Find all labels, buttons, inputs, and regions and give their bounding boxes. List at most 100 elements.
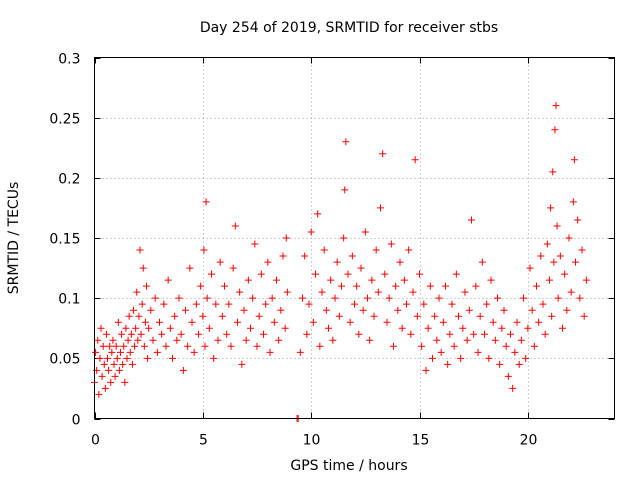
data-point — [580, 312, 588, 320]
data-point — [398, 324, 406, 332]
data-point — [320, 246, 328, 254]
data-point — [553, 222, 561, 230]
data-point — [530, 342, 538, 350]
data-point — [175, 294, 183, 302]
data-point — [431, 312, 439, 320]
data-point — [452, 270, 460, 278]
data-point — [94, 336, 102, 344]
data-point — [299, 294, 306, 302]
data-point — [396, 258, 404, 266]
data-point — [416, 270, 423, 278]
data-point — [569, 198, 577, 206]
data-point — [390, 342, 397, 350]
data-point — [533, 282, 540, 290]
data-point — [275, 336, 283, 344]
data-point — [481, 330, 488, 338]
data-point — [570, 156, 578, 164]
data-point — [348, 252, 356, 260]
data-point — [550, 258, 558, 266]
data-point — [190, 348, 198, 356]
data-point — [457, 354, 465, 362]
data-point — [210, 354, 218, 362]
data-point — [357, 264, 365, 272]
data-point — [244, 276, 252, 284]
data-point — [572, 258, 579, 266]
data-point — [435, 294, 443, 302]
data-point — [197, 282, 205, 290]
data-point — [234, 318, 241, 326]
data-point — [138, 300, 146, 308]
data-point — [379, 150, 387, 158]
data-point — [121, 378, 129, 386]
data-point — [160, 300, 168, 308]
data-point — [559, 324, 566, 332]
y-tick-label: 0.25 — [49, 112, 80, 128]
data-point — [444, 360, 452, 368]
data-point — [145, 324, 153, 332]
data-point — [485, 354, 493, 362]
data-point — [448, 300, 456, 308]
data-point — [361, 228, 369, 236]
data-point — [214, 336, 222, 344]
x-tick-label: 5 — [199, 433, 208, 449]
data-point — [257, 270, 265, 278]
data-point — [247, 324, 254, 332]
data-point — [281, 324, 289, 332]
y-tick-label: 0.2 — [58, 172, 80, 188]
data-point — [541, 330, 549, 338]
data-point — [470, 330, 478, 338]
data-point — [327, 276, 335, 284]
data-point — [132, 324, 140, 332]
data-point — [578, 246, 586, 254]
data-point — [144, 354, 152, 362]
data-point — [127, 330, 135, 338]
data-point — [413, 312, 421, 320]
data-point — [381, 270, 389, 278]
data-point — [101, 384, 109, 392]
data-point — [98, 372, 106, 380]
data-point — [344, 270, 352, 278]
data-point — [179, 366, 187, 374]
data-point — [459, 324, 467, 332]
data-point — [418, 342, 426, 350]
data-point — [140, 342, 148, 350]
data-point — [359, 306, 367, 314]
data-point — [491, 336, 499, 344]
data-point — [166, 324, 174, 332]
data-point — [437, 348, 445, 356]
data-point — [96, 354, 104, 362]
data-point — [114, 318, 122, 326]
data-point — [342, 138, 350, 146]
data-point — [128, 360, 136, 368]
data-point — [229, 264, 237, 272]
data-point — [407, 330, 415, 338]
data-point — [556, 252, 564, 260]
data-point — [260, 330, 267, 338]
data-point — [420, 300, 428, 308]
data-point — [500, 306, 508, 314]
data-point — [455, 312, 462, 320]
data-point — [225, 300, 233, 308]
y-tick-label: 0.1 — [58, 292, 80, 308]
data-point — [526, 264, 534, 272]
data-point — [270, 318, 278, 326]
data-point — [383, 318, 391, 326]
data-point — [273, 276, 280, 284]
data-point — [108, 348, 116, 356]
data-point — [109, 336, 117, 344]
data-point — [266, 348, 274, 356]
data-point — [468, 216, 475, 224]
data-point — [151, 294, 159, 302]
data-point — [236, 288, 244, 296]
data-point — [184, 342, 192, 350]
x-axis-label: GPS time / hours — [290, 458, 407, 474]
data-point — [201, 342, 209, 350]
data-point — [100, 360, 108, 368]
data-point — [262, 300, 270, 308]
data-point — [524, 324, 532, 332]
data-point — [322, 306, 330, 314]
data-point — [543, 240, 551, 248]
data-point — [135, 312, 143, 320]
data-point — [341, 186, 349, 194]
data-point — [253, 342, 261, 350]
